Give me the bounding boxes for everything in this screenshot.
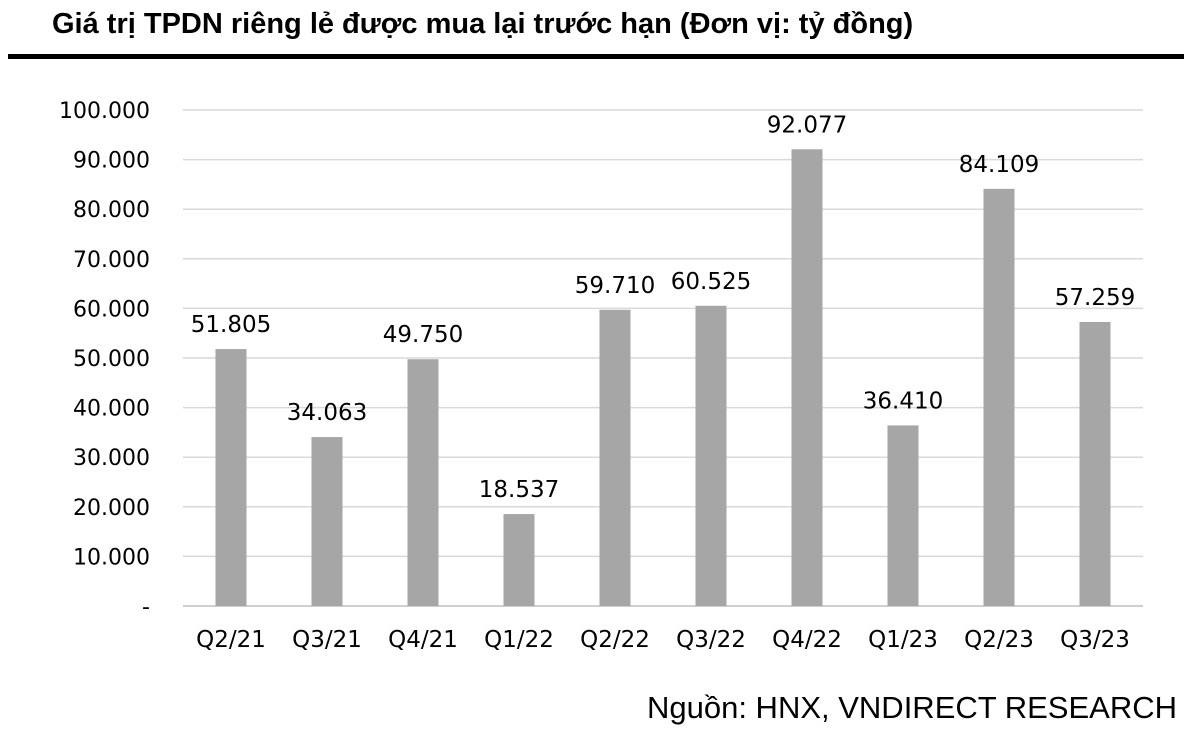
x-tick-label: Q2/21	[196, 627, 266, 653]
x-tick-label: Q3/21	[292, 627, 362, 653]
bar	[695, 305, 727, 606]
data-label: 34.063	[287, 400, 367, 426]
y-tick-label: 60.000	[73, 297, 150, 322]
bar	[983, 188, 1015, 606]
data-label: 60.525	[671, 269, 751, 295]
y-axis-ticks: - 10.000 20.000 30.000 40.000 50.000 60.000 70.…	[59, 99, 150, 620]
data-label: 36.410	[863, 388, 943, 414]
y-tick-label: 100.000	[59, 99, 150, 124]
bar	[503, 514, 535, 606]
bar	[407, 359, 439, 606]
y-tick-label: 10.000	[73, 545, 150, 570]
chart-title: Giá trị TPDN riêng lẻ được mua lại trước…	[52, 8, 914, 40]
data-label: 57.259	[1055, 285, 1135, 311]
x-axis-categories: Q2/21 Q3/21 Q4/21 Q1/22 Q2/22 Q3/22 Q4/22 Q1/23…	[196, 627, 1130, 653]
x-tick-label: Q1/23	[868, 627, 938, 653]
y-tick-label: 50.000	[73, 347, 150, 372]
data-label: 18.537	[479, 477, 559, 503]
bar	[887, 425, 919, 606]
data-label: 51.805	[191, 312, 271, 338]
x-tick-label: Q2/22	[580, 627, 650, 653]
y-tick-label: -	[142, 595, 150, 620]
grid-lines	[183, 109, 1143, 607]
bar	[215, 349, 247, 606]
x-tick-label: Q4/22	[772, 627, 842, 653]
x-tick-label: Q4/21	[388, 627, 458, 653]
x-tick-label: Q2/23	[964, 627, 1034, 653]
title-underline	[8, 54, 1184, 59]
y-tick-label: 70.000	[73, 248, 150, 273]
bar	[599, 309, 631, 606]
data-label: 92.077	[767, 112, 847, 138]
y-tick-label: 20.000	[73, 496, 150, 521]
data-label: 59.710	[575, 273, 655, 299]
data-label: 49.750	[383, 322, 463, 348]
bar	[311, 437, 343, 606]
bar	[791, 149, 823, 606]
source-note: Nguồn: HNX, VNDIRECT RESEARCH	[646, 690, 1177, 725]
bars	[215, 149, 1111, 606]
y-tick-label: 40.000	[73, 397, 150, 422]
y-tick-label: 90.000	[73, 149, 150, 174]
data-label: 84.109	[959, 152, 1039, 178]
y-tick-label: 80.000	[73, 198, 150, 223]
y-tick-label: 30.000	[73, 446, 150, 471]
value-labels: 51.805 34.063 49.750 18.537 59.710 60.525 92.0…	[191, 112, 1135, 503]
x-tick-label: Q3/22	[676, 627, 746, 653]
x-tick-label: Q1/22	[484, 627, 554, 653]
x-tick-label: Q3/23	[1060, 627, 1130, 653]
bar	[1079, 321, 1111, 606]
